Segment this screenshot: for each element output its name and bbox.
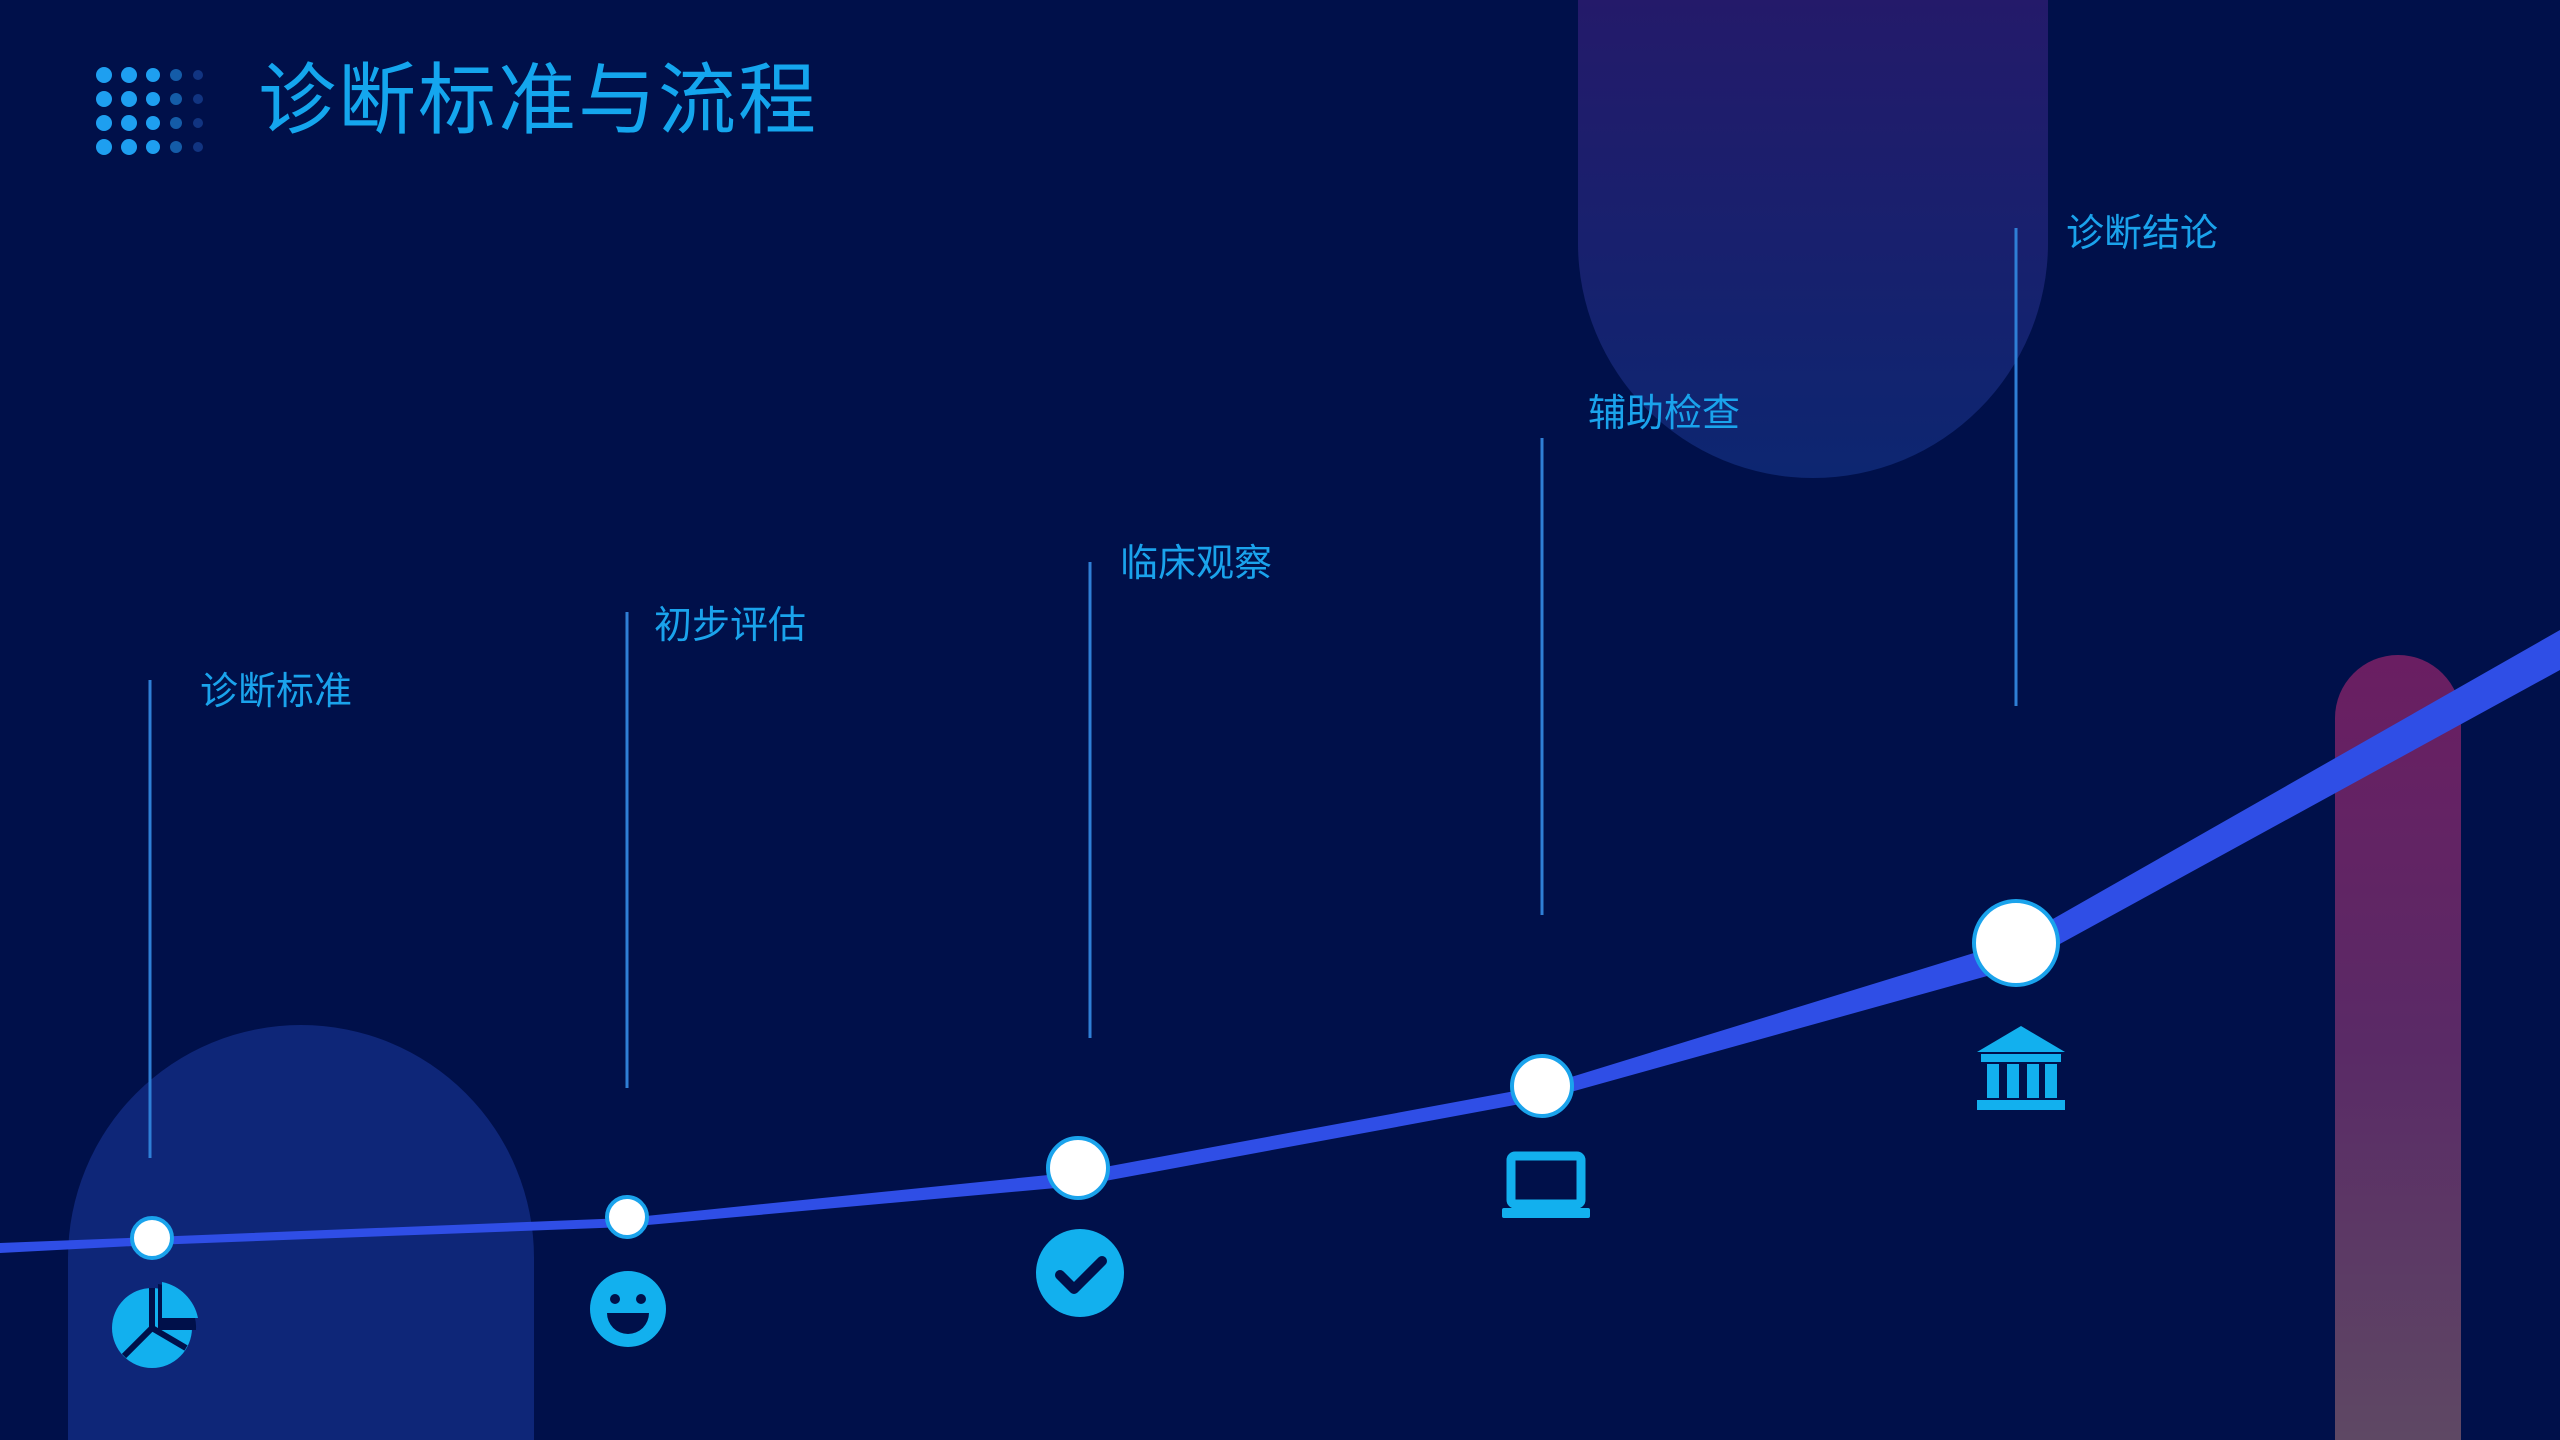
timeline-node-3 — [1046, 1136, 1110, 1200]
page-title: 诊断标准与流程 — [258, 56, 819, 146]
timeline-node-4 — [1510, 1054, 1574, 1118]
timeline-node-5 — [1972, 899, 2060, 987]
step-label-4: 辅助检查 — [1588, 391, 1741, 435]
dot-grid-logo — [96, 67, 203, 155]
step-label-2: 初步评估 — [654, 603, 807, 647]
step-label-5: 诊断结论 — [2066, 211, 2219, 255]
pie-chart-icon — [112, 1282, 198, 1368]
bank-icon — [1977, 1026, 2065, 1110]
right-bar-decoration — [2335, 655, 2461, 1440]
step-label-1: 诊断标准 — [200, 669, 353, 713]
timeline-node-2 — [605, 1195, 649, 1239]
step-label-3: 临床观察 — [1120, 541, 1273, 585]
laptop-icon — [1502, 1151, 1590, 1218]
timeline-node-1 — [130, 1216, 174, 1260]
top-pill-decoration — [1578, 0, 2048, 478]
check-circle-icon — [1036, 1229, 1124, 1317]
smiley-icon — [590, 1271, 666, 1347]
